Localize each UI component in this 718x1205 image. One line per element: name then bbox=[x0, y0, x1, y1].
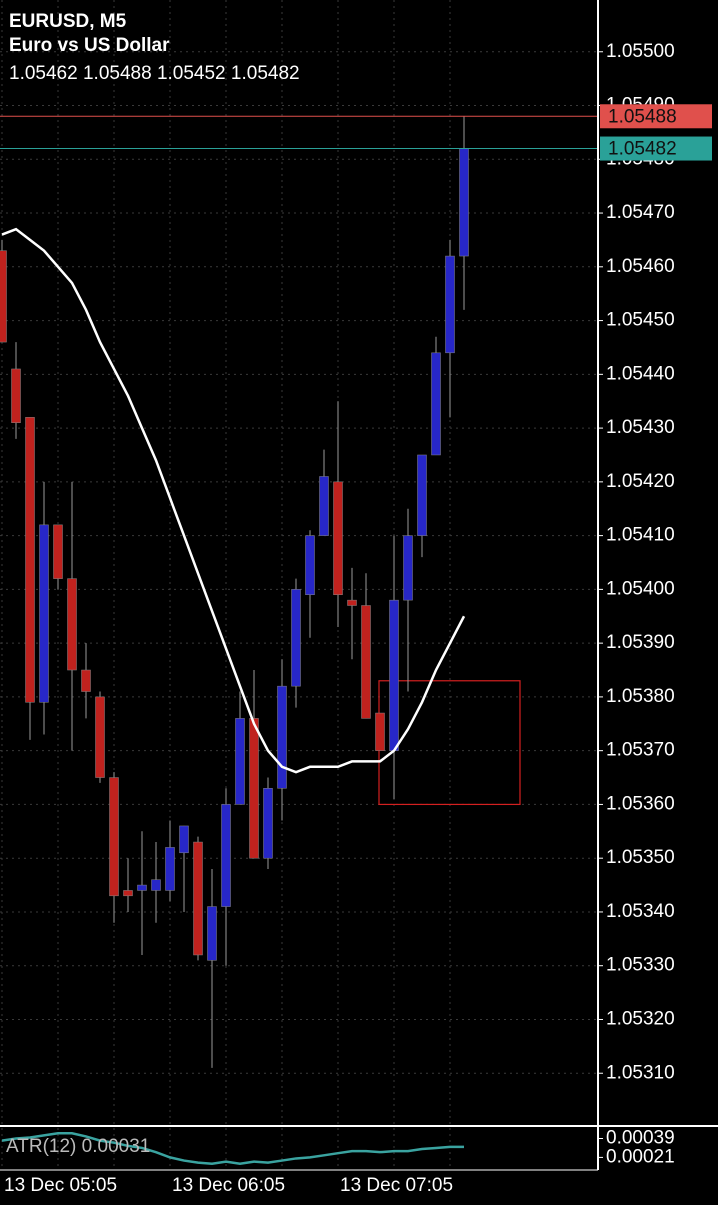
x-tick-label: 13 Dec 06:05 bbox=[172, 1175, 285, 1196]
candle-body bbox=[109, 777, 119, 897]
y-tick-label: 1.05360 bbox=[606, 793, 675, 814]
y-tick-label: 1.05400 bbox=[606, 578, 675, 599]
candle-body bbox=[249, 718, 259, 859]
candle-body bbox=[151, 879, 161, 891]
candle-body bbox=[445, 255, 455, 354]
candle-body bbox=[11, 368, 21, 423]
y-tick-label: 1.05310 bbox=[606, 1062, 675, 1083]
grid-layer bbox=[0, 0, 598, 1170]
y-tick-label: 0.00021 bbox=[606, 1146, 675, 1167]
y-tick-label: 1.05450 bbox=[606, 310, 675, 331]
candle-body bbox=[193, 841, 203, 956]
y-tick-label: 1.05380 bbox=[606, 686, 675, 707]
chart-subtitle: Euro vs US Dollar bbox=[9, 35, 170, 56]
indicator-label: ATR(12) 0.00031 bbox=[6, 1136, 150, 1157]
candle-body bbox=[39, 524, 49, 703]
candle-body bbox=[263, 788, 273, 859]
y-tick-label: 1.05470 bbox=[606, 202, 675, 223]
chart-title: EURUSD, M5 bbox=[9, 11, 127, 32]
candle-body bbox=[123, 890, 133, 897]
y-tick-label: 1.05430 bbox=[606, 417, 675, 438]
candle-body bbox=[67, 578, 77, 671]
candle-body bbox=[403, 535, 413, 601]
candle-body bbox=[333, 481, 343, 596]
ohlc-open: 1.05462 bbox=[9, 63, 78, 84]
moving-average bbox=[1, 227, 466, 774]
candle-body bbox=[165, 847, 175, 891]
y-tick-label: 1.05340 bbox=[606, 901, 675, 922]
candle-body bbox=[137, 884, 147, 891]
y-tick-label: 1.05440 bbox=[606, 363, 675, 384]
y-tick-label: 0.00039 bbox=[606, 1128, 675, 1149]
ohlc-readout: 1.05462 1.05488 1.05452 1.05482 bbox=[9, 63, 300, 84]
ask-line-tag-label: 1.05488 bbox=[608, 106, 677, 127]
indicator-name: ATR(12) bbox=[6, 1136, 76, 1157]
candle-body bbox=[375, 712, 385, 751]
ohlc-close: 1.05482 bbox=[231, 63, 300, 84]
candle-body bbox=[361, 605, 371, 719]
ask-line-tag bbox=[600, 104, 712, 129]
ohlc-low: 1.05452 bbox=[157, 63, 226, 84]
bid-line-tag bbox=[600, 136, 712, 161]
y-tick-label: 1.05370 bbox=[606, 740, 675, 761]
y-tick-label: 1.05350 bbox=[606, 847, 675, 868]
candle-body bbox=[81, 669, 91, 692]
candle-body bbox=[347, 599, 357, 606]
candle-body bbox=[277, 685, 287, 789]
plot-layer bbox=[0, 115, 598, 1165]
bid-line-tag-label: 1.05482 bbox=[608, 139, 677, 160]
candle-body bbox=[389, 599, 399, 751]
candle-body bbox=[459, 148, 469, 257]
y-tick-label: 1.05410 bbox=[606, 525, 675, 546]
candle-body bbox=[319, 476, 329, 536]
candle-body bbox=[95, 696, 105, 778]
y-tick-label: 1.05390 bbox=[606, 632, 675, 653]
y-tick-label: 1.05320 bbox=[606, 1008, 675, 1029]
candle-body bbox=[53, 524, 63, 579]
candle-body bbox=[431, 352, 441, 456]
y-tick-label: 1.05420 bbox=[606, 471, 675, 492]
y-tick-label: 1.05460 bbox=[606, 256, 675, 277]
x-tick-label: 13 Dec 05:05 bbox=[4, 1175, 117, 1196]
candle-body bbox=[235, 718, 245, 805]
ohlc-high: 1.05488 bbox=[83, 63, 152, 84]
candle-body bbox=[305, 535, 315, 596]
candle-body bbox=[179, 825, 189, 854]
candle-body bbox=[221, 804, 231, 907]
y-tick-label: 1.05330 bbox=[606, 955, 675, 976]
candle-body bbox=[291, 589, 301, 687]
candle-body bbox=[25, 417, 35, 703]
indicator-value: 0.00031 bbox=[82, 1136, 151, 1157]
candle-body bbox=[207, 906, 217, 961]
indicator-line bbox=[1, 1132, 464, 1165]
candle-body bbox=[0, 250, 7, 343]
candle-body bbox=[417, 454, 427, 536]
x-tick-label: 13 Dec 07:05 bbox=[340, 1175, 453, 1196]
y-tick-label: 1.05500 bbox=[606, 41, 675, 62]
